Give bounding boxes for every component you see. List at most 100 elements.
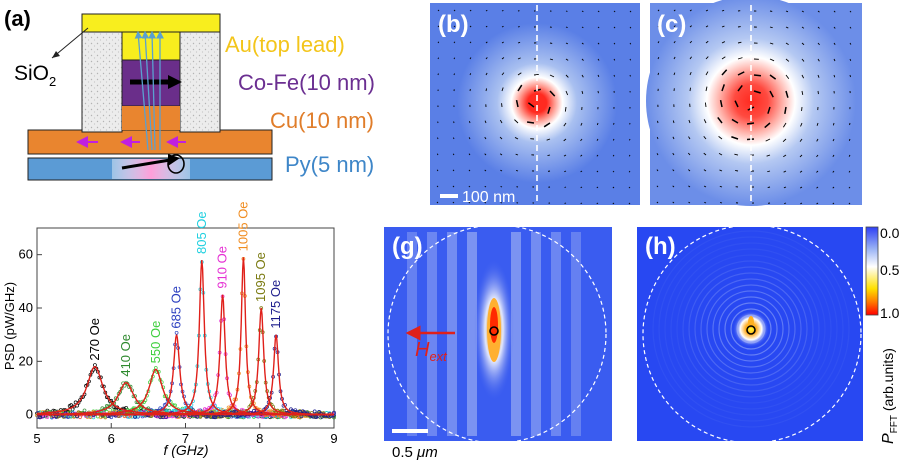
field-vector [849, 10, 852, 13]
sio2-right [179, 29, 221, 133]
field-vector [721, 41, 726, 44]
field-vector [801, 74, 805, 79]
chart-frame [36, 227, 335, 429]
field-vector [526, 121, 535, 124]
field-vector [656, 136, 659, 140]
field-vector [596, 122, 599, 126]
field-vector [833, 42, 836, 45]
field-vector [563, 122, 567, 127]
field-vector [613, 42, 616, 45]
field-vector [849, 42, 852, 45]
field-vector [718, 153, 723, 156]
field-vector [718, 136, 723, 140]
field-vector [629, 138, 631, 141]
panel-b-scalebar-label: 100 nm [462, 189, 515, 206]
field-vector [543, 122, 551, 128]
field-vector [705, 86, 708, 92]
field-vector [613, 74, 615, 77]
field-vector [746, 122, 755, 125]
field-vector [564, 106, 567, 112]
y-tick-label: 60 [19, 247, 33, 262]
field-vector [764, 122, 771, 129]
field-vector [657, 120, 659, 124]
field-vector [580, 122, 583, 126]
field-vector [656, 185, 659, 188]
colorbar-scale [865, 226, 879, 316]
interference-ring [688, 266, 814, 392]
field-vector [547, 106, 551, 114]
data-point [88, 415, 93, 420]
series-label: 410 Oe [118, 334, 133, 377]
field-vector [734, 100, 739, 108]
field-vector [800, 122, 803, 127]
field-vector [436, 201, 439, 204]
panel-g-origin-marker [489, 326, 499, 336]
field-vector [737, 84, 743, 92]
field-vector [549, 74, 555, 78]
field-vector [596, 186, 599, 189]
field-vector [484, 185, 487, 188]
field-vector [817, 42, 820, 46]
field-vector [719, 185, 723, 188]
field-vector [785, 74, 790, 80]
field-vector [769, 74, 777, 80]
data-point [66, 415, 71, 420]
interference-ring [652, 230, 850, 428]
field-vector [785, 26, 789, 29]
field-vector [563, 154, 567, 157]
fit-curve [37, 334, 334, 416]
field-vector [689, 40, 693, 44]
field-vector [484, 136, 487, 140]
current-lines [134, 30, 164, 151]
field-vector [784, 202, 787, 205]
field-vector [849, 74, 851, 78]
chart-xlabel: f (GHz) [163, 442, 208, 458]
field-vector [832, 122, 835, 126]
panel-g-label: (g) [392, 233, 423, 260]
field-vector [753, 90, 761, 94]
cofe-label: Co-Fe(10 nm) [238, 70, 375, 95]
field-vector [769, 42, 774, 45]
field-vector [801, 58, 805, 62]
field-vector [549, 90, 556, 97]
field-vector [596, 202, 599, 205]
field-vector [564, 170, 567, 173]
field-vector [735, 170, 739, 172]
field-vector [629, 42, 632, 45]
field-vector [705, 25, 709, 28]
field-vector [563, 138, 567, 142]
field-vector [469, 120, 471, 124]
field-vector [485, 57, 488, 60]
panel-h-boundary [642, 224, 862, 444]
field-vector [737, 71, 745, 76]
field-vector [580, 138, 583, 142]
field-vector [689, 25, 692, 28]
field-vector [783, 154, 787, 158]
au-pillar [121, 29, 181, 61]
field-vector [673, 25, 676, 28]
field-vector [500, 169, 503, 172]
field-vector [734, 153, 739, 156]
field-vector [721, 69, 728, 76]
field-vector [515, 153, 519, 156]
field-vector [581, 58, 584, 61]
field-vector [801, 90, 804, 95]
cu-label: Cu(10 nm) [270, 108, 374, 133]
field-vector [580, 154, 583, 157]
chart-ylabel: PSD (pW/GHz) [2, 282, 17, 370]
field-vector [704, 201, 707, 204]
field-vector [731, 136, 739, 140]
field-vector [848, 186, 851, 189]
field-vector [833, 58, 836, 62]
field-vector [597, 58, 600, 61]
field-vector [656, 169, 659, 172]
au-label: Au(top lead) [225, 32, 345, 57]
field-vector [468, 137, 471, 140]
field-vector [799, 186, 803, 189]
colorbar-tick-0: 0.0 [880, 225, 900, 241]
field-vector [672, 136, 675, 140]
sio2-left [81, 29, 123, 133]
field-vector [533, 74, 539, 76]
field-vector [517, 41, 521, 44]
field-vector [612, 186, 615, 189]
